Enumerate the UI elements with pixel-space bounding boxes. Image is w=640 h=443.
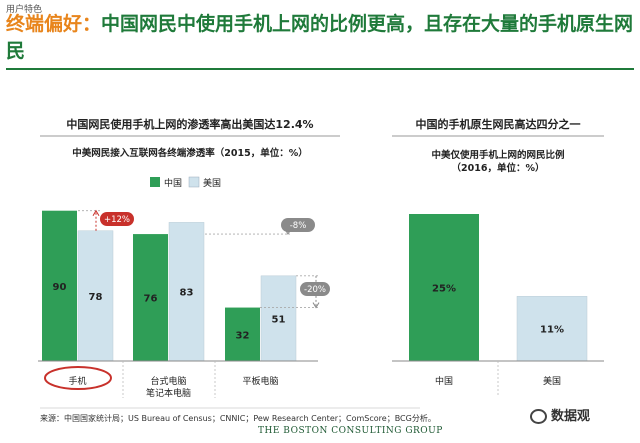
legend-swatch-usa xyxy=(188,176,200,188)
category-label: 手机 xyxy=(68,375,86,387)
category-label: 台式电脑 xyxy=(150,375,186,387)
wechat-icon xyxy=(530,409,547,424)
arrow-12-head xyxy=(92,209,100,216)
badge-plus12 xyxy=(100,212,134,226)
bar-value-label: 90 xyxy=(53,282,67,293)
right-chart-subtitle: 中美仅使用手机上网的网民比例 xyxy=(431,149,564,161)
badge-minus8-text: -8% xyxy=(290,221,307,231)
badge-minus20 xyxy=(300,282,330,296)
bar-value-label: 51 xyxy=(272,314,286,325)
badge-plus12-text: +12% xyxy=(104,215,130,225)
page-headline: 终端偏好：中国网民中使用手机上网的比例更高，且存在大量的手机原生网民 xyxy=(6,11,634,65)
headline-accent: 终端偏好： xyxy=(6,13,102,35)
legend-label-usa: 美国 xyxy=(203,177,221,189)
right-chart-title: 中国的手机原生网民高达四分之一 xyxy=(416,117,581,131)
bar-value-label: 32 xyxy=(236,330,250,341)
bar-usa-2 xyxy=(260,275,297,362)
bar-value-label: 25% xyxy=(432,284,456,295)
headline-rule xyxy=(6,68,634,70)
bar-value-label: 83 xyxy=(180,288,194,299)
bar-china-0 xyxy=(42,210,77,361)
left-chart-subtitle: 中美网民接入互联网各终端渗透率（2015，单位：%） xyxy=(72,147,307,159)
bar-china-2 xyxy=(225,307,260,361)
highlight-circle xyxy=(44,366,112,390)
legend-label-china: 中国 xyxy=(164,177,182,189)
bar-right-0 xyxy=(409,214,479,361)
bar-usa-1 xyxy=(168,222,205,362)
arrow-20-head xyxy=(312,302,320,309)
bcg-logo-text: THE BOSTON CONSULTING GROUP xyxy=(258,426,443,436)
category-label: 中国 xyxy=(435,375,453,387)
category-label: 笔记本电脑 xyxy=(146,387,191,399)
badge-minus8 xyxy=(281,218,315,232)
bar-right-1 xyxy=(516,296,588,362)
source-note: 来源：中国国家统计局；US Bureau of Census；CNNIC；Pew… xyxy=(40,414,436,423)
watermark-text: 数据观 xyxy=(551,409,591,424)
bar-value-label: 76 xyxy=(144,294,158,305)
legend-swatch-china xyxy=(150,177,160,187)
bar-china-1 xyxy=(133,234,168,361)
category-label: 美国 xyxy=(543,375,561,387)
badge-minus20-text: -20% xyxy=(304,285,326,295)
right-chart-subtitle: （2016，单位：%） xyxy=(452,162,545,174)
bar-value-label: 78 xyxy=(89,292,103,303)
headline-text: 中国网民中使用手机上网的比例更高，且存在大量的手机原生网民 xyxy=(6,13,634,62)
watermark: 数据观 xyxy=(530,405,590,424)
bar-value-label: 11% xyxy=(540,325,564,336)
left-chart-title: 中国网民使用手机上网的渗透率高出美国达12.4% xyxy=(66,117,313,131)
section-tag: 用户特色 xyxy=(6,5,43,15)
category-label: 平板电脑 xyxy=(242,375,278,387)
